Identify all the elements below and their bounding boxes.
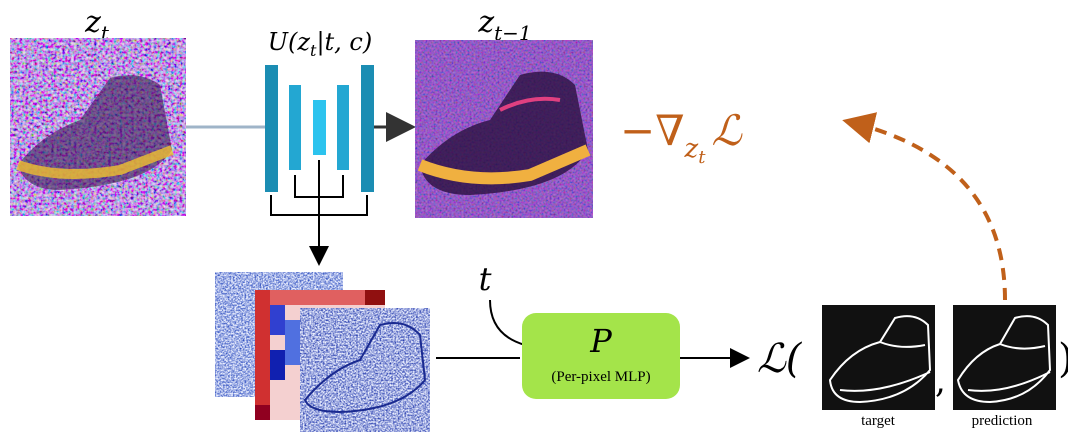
prediction-image xyxy=(953,305,1056,410)
timestep-label: t xyxy=(479,260,492,298)
unet-label: U(zt|t, c) xyxy=(268,28,372,60)
loss-close: ) xyxy=(1058,336,1068,382)
diagram: zt U(zt|t, c) zt−1 −∇ztℒ xyxy=(0,0,1068,435)
gradient-label: −∇ztℒ xyxy=(620,106,742,168)
loss-comma: , xyxy=(935,361,946,401)
loss-open: ℒ( xyxy=(757,336,803,382)
target-image xyxy=(822,305,935,410)
feature-bracket xyxy=(271,160,367,262)
timestep-line xyxy=(490,300,525,345)
feature-maps xyxy=(215,272,430,432)
gradient-arrow xyxy=(850,122,1005,300)
mlp-subtitle: (Per-pixel MLP) xyxy=(551,369,650,385)
latent-out-label: zt−1 xyxy=(477,5,531,45)
mlp-title: P xyxy=(589,322,612,360)
noisy-image xyxy=(10,38,186,216)
prediction-caption: prediction xyxy=(972,413,1033,429)
denoised-image xyxy=(415,40,593,218)
target-caption: target xyxy=(861,413,896,429)
